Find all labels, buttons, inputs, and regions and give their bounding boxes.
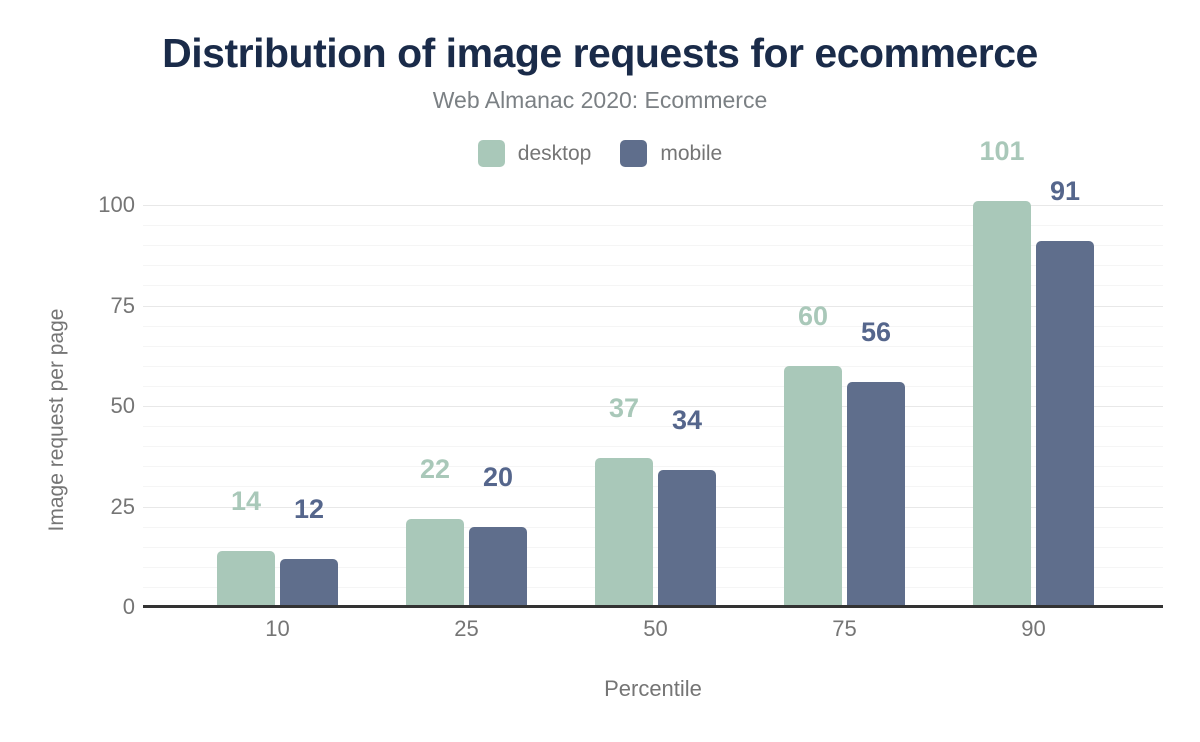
major-gridline — [143, 506, 1163, 508]
y-tick-label: 25 — [110, 493, 135, 519]
mobile-bar-p25[interactable] — [469, 527, 527, 607]
y-tick-label: 0 — [122, 594, 135, 619]
minor-gridline — [143, 325, 1163, 327]
legend-item-desktop: desktop — [477, 140, 592, 167]
mobile-value-label-p10: 12 — [293, 494, 325, 524]
minor-gridline — [143, 385, 1163, 387]
minor-gridline — [143, 345, 1163, 347]
x-axis-line — [143, 605, 1163, 608]
y-tick-label: 100 — [98, 192, 135, 217]
chart-legend: desktop mobile — [0, 140, 1200, 167]
minor-gridline — [143, 426, 1163, 428]
mobile-bar-p10[interactable] — [280, 559, 338, 607]
x-axis-title: Percentile — [604, 676, 702, 701]
desktop-value-label-p90: 101 — [979, 136, 1025, 166]
desktop-value-label-p25: 22 — [419, 454, 451, 484]
desktop-bar-p50[interactable] — [595, 458, 653, 607]
x-tick-label-75: 75 — [832, 616, 857, 641]
minor-gridline — [143, 546, 1163, 548]
mobile-value-label-p50: 34 — [671, 405, 703, 435]
x-tick-label-90: 90 — [1021, 616, 1046, 641]
x-tick-label-10: 10 — [265, 616, 290, 641]
minor-gridline — [143, 245, 1163, 247]
legend-label: mobile — [660, 141, 723, 165]
mobile-swatch-icon — [620, 140, 648, 167]
y-tick-label: 50 — [110, 393, 135, 418]
desktop-value-label-p10: 14 — [230, 486, 262, 516]
x-tick-label-25: 25 — [454, 616, 479, 641]
minor-gridline — [143, 365, 1163, 367]
desktop-bar-p25[interactable] — [406, 519, 464, 607]
desktop-bar-p10[interactable] — [217, 551, 275, 607]
mobile-value-label-p25: 20 — [482, 462, 514, 492]
mobile-value-label-p90: 91 — [1049, 176, 1081, 206]
desktop-bar-p90[interactable] — [973, 201, 1031, 607]
desktop-value-label-p50: 37 — [608, 393, 640, 423]
major-gridline — [143, 205, 1163, 206]
legend-item-mobile: mobile — [620, 140, 722, 167]
chart-subtitle: Web Almanac 2020: Ecommerce — [432, 87, 768, 113]
desktop-value-label-p75: 60 — [797, 301, 829, 331]
minor-gridline — [143, 446, 1163, 448]
legend-label: desktop — [517, 141, 592, 165]
minor-gridline — [143, 526, 1163, 528]
plot-area: 14 12 22 20 37 34 60 56 101 91 — [143, 138, 1163, 608]
minor-gridline — [143, 566, 1163, 568]
x-tick-label-50: 50 — [643, 616, 668, 641]
chart-title: Distribution of image requests for ecomm… — [162, 30, 1038, 76]
desktop-swatch-icon — [477, 140, 505, 167]
minor-gridline — [143, 225, 1163, 227]
minor-gridline — [143, 265, 1163, 267]
major-gridline — [143, 305, 1163, 307]
major-gridline — [143, 406, 1163, 407]
minor-gridline — [143, 586, 1163, 588]
desktop-bar-p75[interactable] — [784, 366, 842, 607]
mobile-bar-p75[interactable] — [847, 382, 905, 607]
minor-gridline — [143, 466, 1163, 468]
mobile-bar-p50[interactable] — [658, 470, 716, 607]
mobile-value-label-p75: 56 — [860, 317, 892, 347]
minor-gridline — [143, 486, 1163, 488]
mobile-bar-p90[interactable] — [1036, 241, 1094, 607]
minor-gridline — [143, 285, 1163, 287]
y-tick-label: 75 — [110, 292, 135, 318]
